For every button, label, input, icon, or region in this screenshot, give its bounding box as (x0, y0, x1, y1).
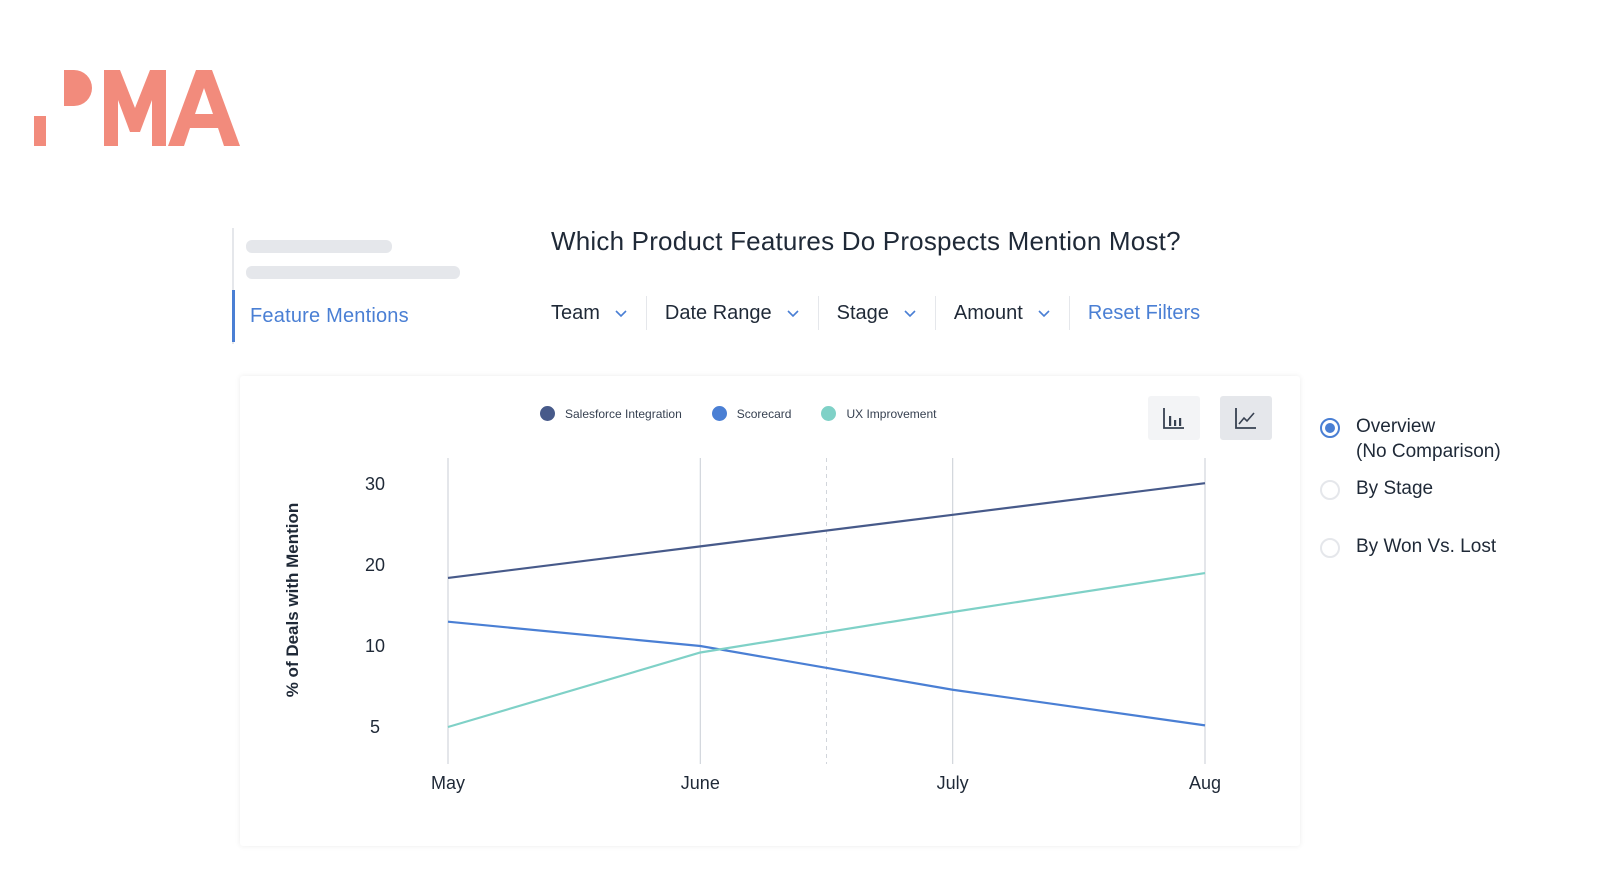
pma-logo (34, 70, 240, 146)
series-line (447, 572, 1206, 729)
legend-dot (540, 406, 555, 421)
chevron-down-icon (787, 310, 799, 318)
chevron-down-icon (1038, 310, 1050, 318)
team-filter-dropdown[interactable]: Team (551, 296, 647, 330)
filter-label: Amount (953, 301, 1023, 324)
radio-unselected[interactable] (1320, 480, 1340, 500)
radio-selected[interactable] (1320, 418, 1340, 438)
radio-unselected[interactable] (1320, 538, 1340, 558)
chart-legend: Salesforce Integration Scorecard UX Impr… (540, 406, 966, 421)
sidebar-placeholder-line (246, 240, 392, 253)
legend-dot (711, 406, 727, 421)
x-tick-label: June (681, 773, 720, 793)
filter-bar: Team Date Range Stage Amount Reset Filte… (551, 296, 1200, 330)
legend-item: Salesforce Integration (540, 406, 682, 421)
by-stage-option[interactable]: By Stage (1320, 476, 1560, 501)
y-tick-label: 20 (365, 555, 385, 575)
filter-label: Date Range (664, 301, 772, 324)
option-label-line: Overview (1356, 416, 1436, 437)
legend-item: UX Improvement (821, 406, 936, 421)
legend-label: UX Improvement (846, 406, 937, 421)
chevron-down-icon (904, 310, 916, 318)
amount-filter-dropdown[interactable]: Amount (936, 296, 1070, 330)
legend-item: Scorecard (711, 406, 792, 421)
line-chart: 5 10 20 30 May June July Aug % of Deals with Men… (283, 458, 1221, 793)
stage-filter-dropdown[interactable]: Stage (819, 296, 936, 330)
line-chart-icon (1235, 408, 1256, 429)
sidebar-item-label: Feature Mentions (250, 305, 409, 327)
y-axis-label: % of Deals with Mention (283, 503, 302, 698)
chevron-down-icon (615, 310, 627, 318)
x-tick-label: Aug (1189, 773, 1221, 793)
bar-view-button[interactable] (1148, 396, 1200, 440)
series-line (447, 620, 1206, 727)
legend-label: Scorecard (736, 406, 792, 421)
x-tick-label: May (431, 773, 465, 793)
line-view-button[interactable] (1220, 396, 1272, 440)
sidebar-placeholder-line (246, 266, 460, 279)
option-label: By Stage (1356, 478, 1434, 499)
legend-dot (821, 406, 837, 421)
y-tick-label: 30 (365, 474, 385, 494)
sidebar-item-feature-mentions[interactable]: Feature Mentions (232, 290, 472, 342)
option-label: Overview (No Comparison) (1356, 414, 1501, 464)
filter-label: Team (551, 301, 600, 324)
reset-filters-link[interactable]: Reset Filters (1087, 301, 1201, 324)
overview-option[interactable]: Overview (No Comparison) (1320, 414, 1560, 464)
chart-card: 5 10 20 30 May June July Aug % of Deals with Men… (240, 376, 1300, 846)
y-tick-label: 5 (370, 717, 380, 737)
option-label-line: (No Comparison) (1356, 441, 1501, 462)
legend-label: Salesforce Integration (565, 406, 682, 421)
x-tick-label: July (937, 773, 969, 793)
filter-label: Stage (836, 301, 889, 324)
bar-chart-icon (1163, 408, 1184, 429)
series-line (447, 482, 1206, 580)
page-title: Which Product Features Do Prospects Ment… (551, 226, 1181, 256)
y-tick-label: 10 (365, 636, 385, 656)
date-range-filter-dropdown[interactable]: Date Range (647, 296, 819, 330)
sidebar: Feature Mentions (232, 228, 494, 344)
by-won-vs-lost-option[interactable]: By Won Vs. Lost (1320, 534, 1560, 559)
option-label: By Won Vs. Lost (1356, 536, 1497, 557)
